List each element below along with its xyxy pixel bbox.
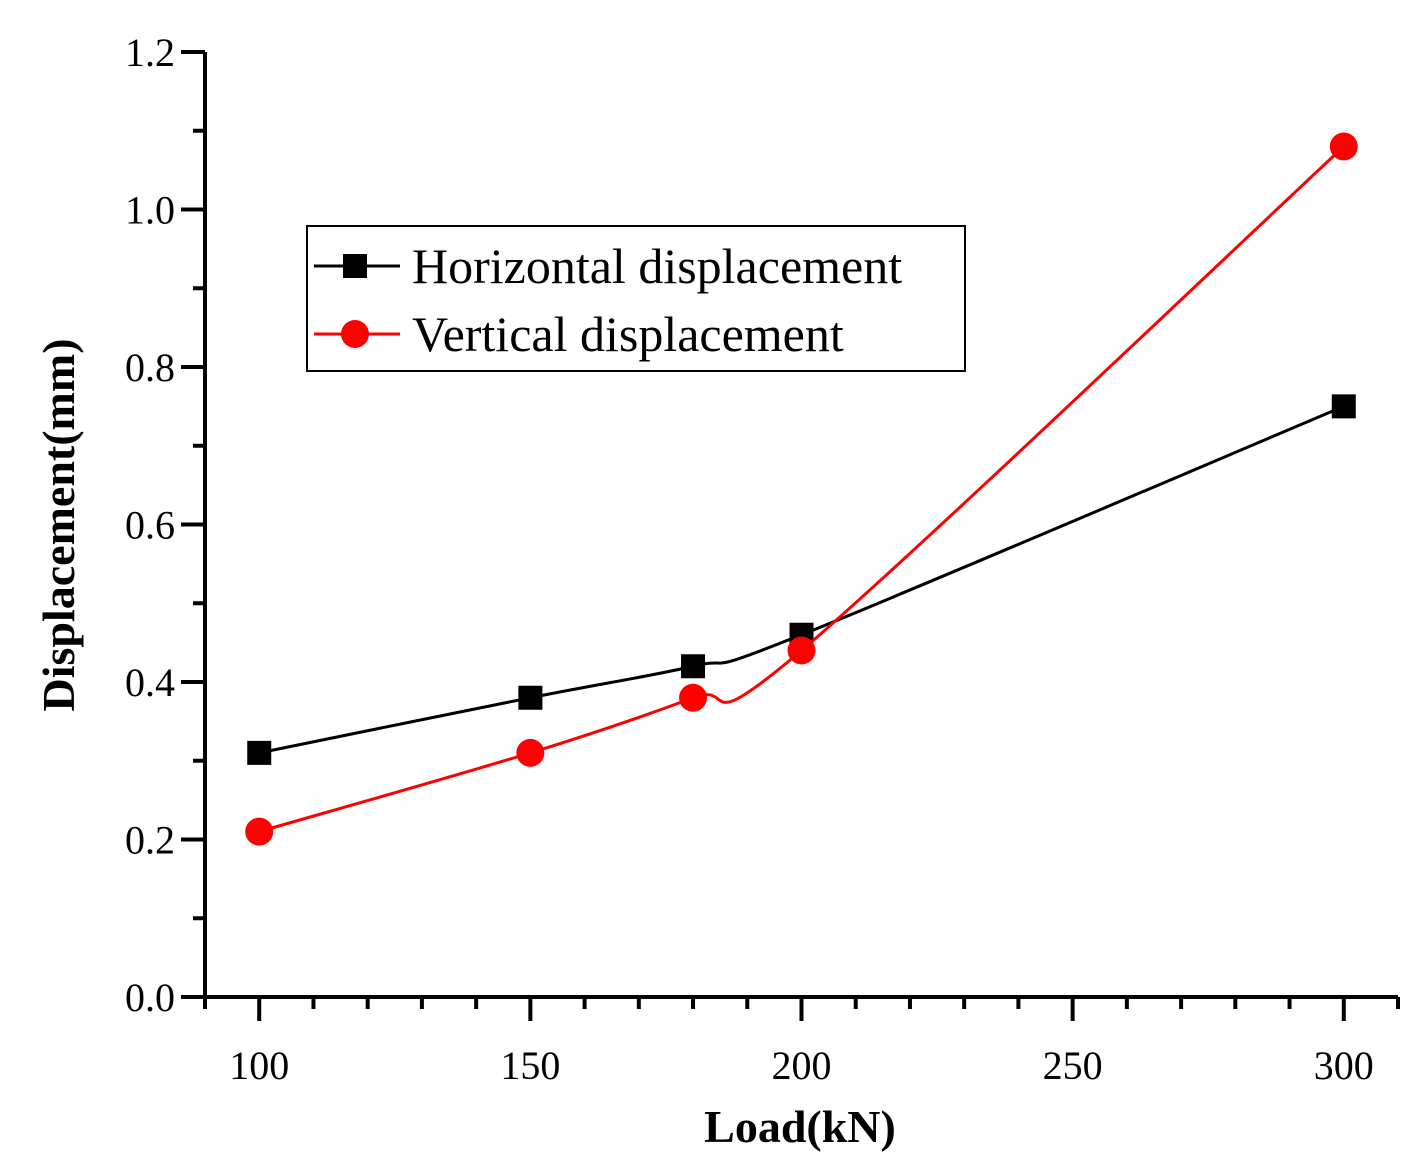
data-point	[1329, 132, 1358, 161]
legend-label: Vertical displacement	[412, 306, 844, 362]
data-point	[245, 817, 274, 846]
y-tick-label: 0.2	[125, 818, 175, 863]
x-tick-label: 300	[1314, 1043, 1374, 1088]
legend-entry: Vertical displacement	[314, 306, 844, 362]
x-tick-label: 250	[1043, 1043, 1103, 1088]
legend-entry: Horizontal displacement	[314, 238, 902, 294]
y-tick-label: 0.0	[125, 975, 175, 1020]
x-tick-label: 200	[772, 1043, 832, 1088]
data-point	[679, 683, 708, 712]
data-point	[787, 636, 816, 665]
series-line	[258, 404, 1345, 755]
y-tick-label: 0.4	[125, 660, 175, 705]
series-layer	[245, 132, 1358, 846]
data-point	[516, 738, 545, 767]
y-tick-label: 1.0	[125, 188, 175, 233]
data-point	[518, 685, 543, 710]
legend-marker	[341, 320, 369, 348]
x-tick-label: 150	[500, 1043, 560, 1088]
series-vertical	[245, 132, 1358, 846]
y-tick-label: 1.2	[125, 30, 175, 75]
legend-marker	[343, 254, 367, 278]
y-axis-title: Displacement(mm)	[33, 338, 84, 711]
data-point	[247, 740, 272, 765]
legend: Horizontal displacement Vertical displace…	[306, 225, 966, 372]
x-axis-title: Load(kN)	[704, 1101, 896, 1152]
axes: 0.0 0.2 0.4 0.6 0.8 1.0 1.2 100 150 200 250 300	[125, 30, 1400, 1088]
series-line	[258, 145, 1345, 834]
y-tick-label: 0.8	[125, 345, 175, 390]
data-point	[1331, 394, 1356, 419]
legend-label: Horizontal displacement	[412, 238, 902, 294]
x-tick-label: 100	[229, 1043, 289, 1088]
data-point	[681, 654, 706, 679]
y-tick-label: 0.6	[125, 503, 175, 548]
series-horizontal	[247, 394, 1356, 765]
legend-box	[306, 225, 966, 372]
